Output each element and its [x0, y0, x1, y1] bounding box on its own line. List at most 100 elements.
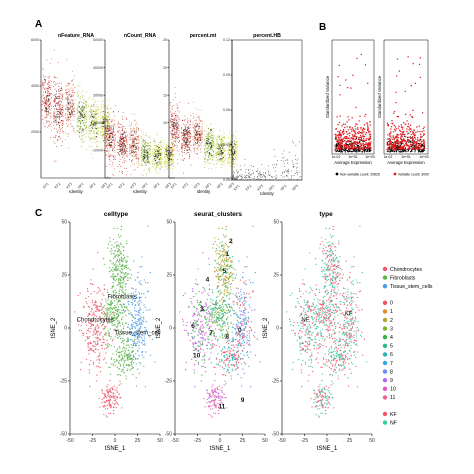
a-point — [295, 179, 296, 181]
a-point — [99, 126, 101, 128]
a-point-dark — [120, 151, 122, 152]
a-point — [166, 168, 168, 170]
a-point — [86, 116, 88, 118]
a-point — [131, 113, 133, 115]
a-point — [150, 155, 152, 156]
a-point — [156, 164, 158, 166]
a-point — [117, 145, 119, 147]
a-point-dark — [144, 161, 146, 163]
a-point — [48, 77, 50, 79]
a-point — [111, 129, 113, 131]
a-point — [170, 117, 172, 119]
a-point-dark — [199, 140, 201, 141]
a-point — [97, 108, 99, 110]
a-point — [207, 137, 209, 139]
a-point — [130, 150, 132, 152]
a-point — [258, 173, 260, 175]
a-point — [170, 127, 172, 129]
a-point — [62, 112, 64, 114]
a-point — [212, 160, 214, 162]
a-point — [105, 142, 107, 144]
a-point — [56, 123, 58, 125]
a-point — [121, 151, 123, 153]
a-point — [84, 117, 86, 119]
a-point — [134, 157, 136, 159]
a-point — [184, 144, 186, 146]
a-point — [43, 79, 45, 81]
a-point — [42, 94, 44, 96]
a-point — [252, 171, 254, 173]
a-point-dark — [123, 131, 125, 133]
a-point — [134, 163, 136, 165]
a-point — [121, 145, 123, 147]
a-point — [111, 165, 113, 167]
a-point-dark — [230, 149, 232, 151]
a-point — [260, 174, 262, 176]
a-point — [138, 159, 139, 161]
a-point — [53, 113, 55, 114]
a-point — [133, 127, 135, 129]
a-point — [53, 124, 55, 126]
a-point-dark — [111, 131, 113, 133]
a-point — [41, 104, 43, 106]
a-point — [149, 156, 151, 158]
a-point-dark — [56, 121, 58, 123]
a-point — [78, 110, 80, 112]
a-point-dark — [155, 156, 157, 158]
a-point — [129, 166, 131, 168]
a-point — [77, 95, 79, 97]
a-point — [94, 112, 96, 114]
a-point — [101, 101, 102, 103]
a-point — [69, 94, 71, 96]
a-point — [81, 121, 83, 123]
a-point — [189, 140, 191, 142]
a-point-dark — [59, 97, 61, 99]
a-ytick-label: 10000 — [93, 149, 103, 153]
a-title-ncount: nCount_RNA — [124, 33, 157, 39]
a-point — [271, 164, 273, 166]
a-point — [173, 105, 175, 106]
a-point — [192, 127, 194, 128]
a-point — [60, 128, 62, 130]
a-point-dark — [49, 81, 51, 83]
a-point — [213, 143, 215, 145]
a-point-dark — [209, 142, 211, 144]
a-point — [140, 149, 142, 151]
a-point — [173, 119, 175, 121]
a-point — [64, 89, 66, 91]
a-point — [105, 136, 107, 138]
a-point — [50, 137, 52, 138]
a-point — [291, 170, 293, 172]
a-point — [195, 143, 197, 145]
a-point — [107, 134, 109, 136]
a-point-dark — [83, 102, 85, 104]
a-point — [204, 166, 206, 168]
a-point — [67, 109, 69, 111]
a-point — [269, 174, 271, 176]
a-point — [207, 162, 209, 164]
a-point — [97, 130, 99, 132]
a-point-dark — [147, 151, 148, 153]
a-point-dark — [187, 131, 189, 133]
a-point — [117, 131, 119, 133]
a-point-dark — [132, 145, 134, 147]
a-point — [130, 123, 132, 125]
a-point-dark — [112, 140, 114, 141]
a-point-dark — [147, 155, 149, 157]
a-point — [280, 174, 282, 176]
a-point — [105, 127, 107, 128]
a-point — [173, 162, 174, 164]
a-point — [92, 113, 94, 115]
a-point — [108, 109, 110, 111]
a-point — [213, 154, 215, 155]
a-point — [149, 148, 151, 150]
a-point — [245, 179, 247, 181]
a-point-dark — [158, 158, 160, 160]
a-point — [110, 126, 112, 128]
a-point-dark — [91, 115, 93, 117]
a-point-dark — [95, 123, 97, 125]
a-point — [155, 169, 157, 171]
a-point — [222, 139, 224, 141]
a-point — [125, 134, 127, 136]
a-point — [135, 133, 137, 135]
